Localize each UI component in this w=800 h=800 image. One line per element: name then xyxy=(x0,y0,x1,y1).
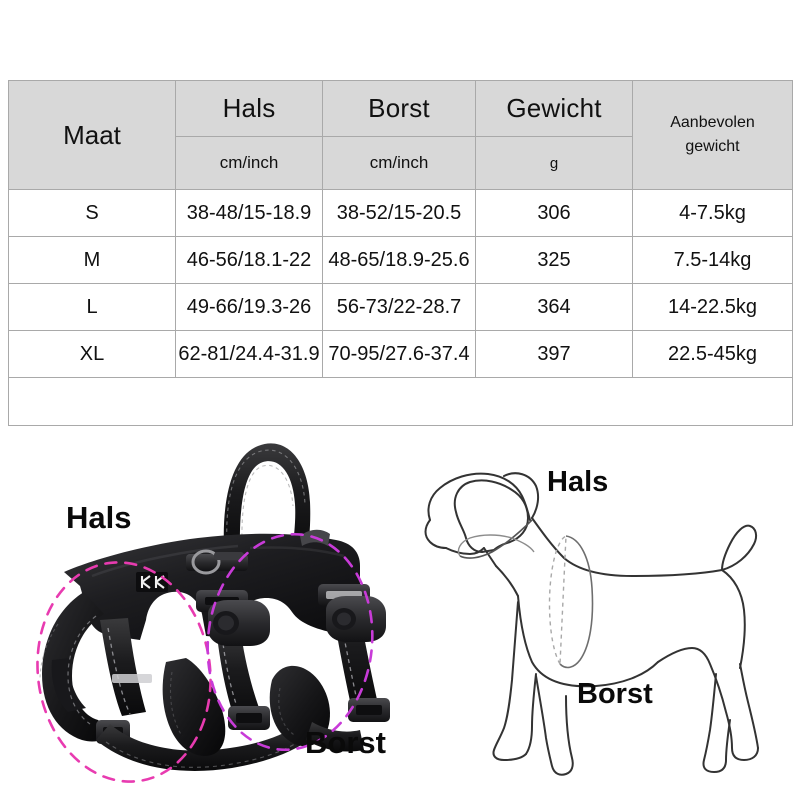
table-row: XL 62-81/24.4-31.9 70-95/27.6-37.4 397 2… xyxy=(8,330,793,378)
dog-head-outline xyxy=(453,479,529,553)
harness-carry-handle xyxy=(223,443,311,554)
cell-hals: 62-81/24.4-31.9 xyxy=(175,330,323,378)
cell-gewicht: 364 xyxy=(475,283,633,331)
harness-bottom-right-strap xyxy=(306,722,364,752)
dog-belly xyxy=(517,595,659,688)
neck-measure-dashed-ellipse xyxy=(36,561,212,783)
harness-borst-label: Borst xyxy=(305,725,386,760)
harness-center-buckle-lower xyxy=(228,706,270,730)
dog-neck-front xyxy=(495,565,519,597)
table-row-empty xyxy=(8,377,793,426)
dog-ear xyxy=(503,472,540,519)
harness-back-panel xyxy=(64,533,360,640)
harness-logo-patch xyxy=(136,572,168,592)
dog-topline xyxy=(531,517,723,577)
column-header-hals: Hals xyxy=(175,80,323,137)
cell-maat: XL xyxy=(8,330,176,378)
size-chart-table-container: Maat Hals Borst Gewicht Aanbevolen gewic… xyxy=(8,80,793,426)
harness-center-buckle-main xyxy=(208,600,270,646)
dog-tail xyxy=(721,524,758,571)
cell-borst: 70-95/27.6-37.4 xyxy=(322,330,476,378)
dog-hind-leg-near xyxy=(657,647,759,761)
dog-front-leg-near-back xyxy=(525,673,537,755)
dog-front-leg-near xyxy=(492,601,527,761)
harness-chest-pad xyxy=(162,658,226,756)
cell-hals: 38-48/15-18.9 xyxy=(175,189,323,237)
unit-header-gewicht: g xyxy=(475,136,633,190)
harness-right-buckle-lower xyxy=(348,698,390,722)
dog-jaw-line xyxy=(483,547,497,567)
cell-borst: 38-52/15-20.5 xyxy=(322,189,476,237)
unit-header-borst: cm/inch xyxy=(322,136,476,190)
cell-maat: S xyxy=(8,189,176,237)
table-row: M 46-56/18.1-22 48-65/18.9-25.6 325 7.5-… xyxy=(8,236,793,284)
cell-maat: M xyxy=(8,236,176,284)
dog-hind-leg-far xyxy=(702,673,731,773)
cell-hals: 49-66/19.3-26 xyxy=(175,283,323,331)
table-header-row-primary: Maat Hals Borst Gewicht Aanbevolen gewic… xyxy=(8,80,793,190)
dog-muzzle-bottom xyxy=(445,547,485,555)
cell-aanbevolen: 4-7.5kg xyxy=(632,189,793,237)
table-header-row-units: cm/inch cm/inch g xyxy=(9,136,793,190)
aanbevolen-line-2: gewicht xyxy=(685,138,740,155)
harness-d-ring xyxy=(186,549,248,575)
dog-borst-label: Borst xyxy=(577,678,653,710)
cell-borst: 56-73/22-28.7 xyxy=(322,283,476,331)
dog-hind-leg-near-back xyxy=(739,663,759,749)
cell-gewicht: 397 xyxy=(475,330,633,378)
harness-belly-strap xyxy=(96,724,306,771)
cell-empty-spacer xyxy=(8,377,793,426)
dog-outline-illustration xyxy=(424,472,759,776)
unit-header-hals: cm/inch xyxy=(175,136,323,190)
column-header-maat: Maat xyxy=(8,80,176,190)
dog-front-leg-far xyxy=(535,675,574,776)
harness-figure xyxy=(0,424,408,800)
harness-left-vertical-strap xyxy=(100,618,152,716)
dog-rear-contour xyxy=(721,569,746,669)
cell-gewicht: 306 xyxy=(475,189,633,237)
cell-borst: 48-65/18.9-25.6 xyxy=(322,236,476,284)
cell-gewicht: 325 xyxy=(475,236,633,284)
aanbevolen-line-1: Aanbevolen xyxy=(670,114,755,131)
harness-neck-strap xyxy=(39,592,110,742)
figures-section xyxy=(0,424,800,800)
dog-muzzle-front xyxy=(424,519,447,549)
harness-illustration xyxy=(36,443,390,783)
column-header-aanbevolen-gewicht: Aanbevolen gewicht xyxy=(632,80,793,190)
chest-measure-dashed-ellipse xyxy=(206,532,374,752)
cell-aanbevolen: 14-22.5kg xyxy=(632,283,793,331)
cell-aanbevolen: 7.5-14kg xyxy=(632,236,793,284)
table-row: S 38-48/15-18.9 38-52/15-20.5 306 4-7.5k… xyxy=(8,189,793,237)
harness-right-buckle-main xyxy=(326,596,386,642)
chest-measure-loop xyxy=(548,534,594,669)
dog-figure xyxy=(400,424,800,800)
neck-measure-loop xyxy=(457,519,535,559)
cell-maat: L xyxy=(8,283,176,331)
table-row: L 49-66/19.3-26 56-73/22-28.7 364 14-22.… xyxy=(8,283,793,331)
cell-aanbevolen: 22.5-45kg xyxy=(632,330,793,378)
cell-hals: 46-56/18.1-22 xyxy=(175,236,323,284)
size-chart-table: Maat Hals Borst Gewicht Aanbevolen gewic… xyxy=(8,80,793,426)
dog-skull-top xyxy=(427,472,531,521)
harness-hals-label: Hals xyxy=(66,500,132,535)
column-header-borst: Borst xyxy=(322,80,476,137)
column-header-gewicht: Gewicht xyxy=(475,80,633,137)
dog-hals-label: Hals xyxy=(547,466,609,498)
